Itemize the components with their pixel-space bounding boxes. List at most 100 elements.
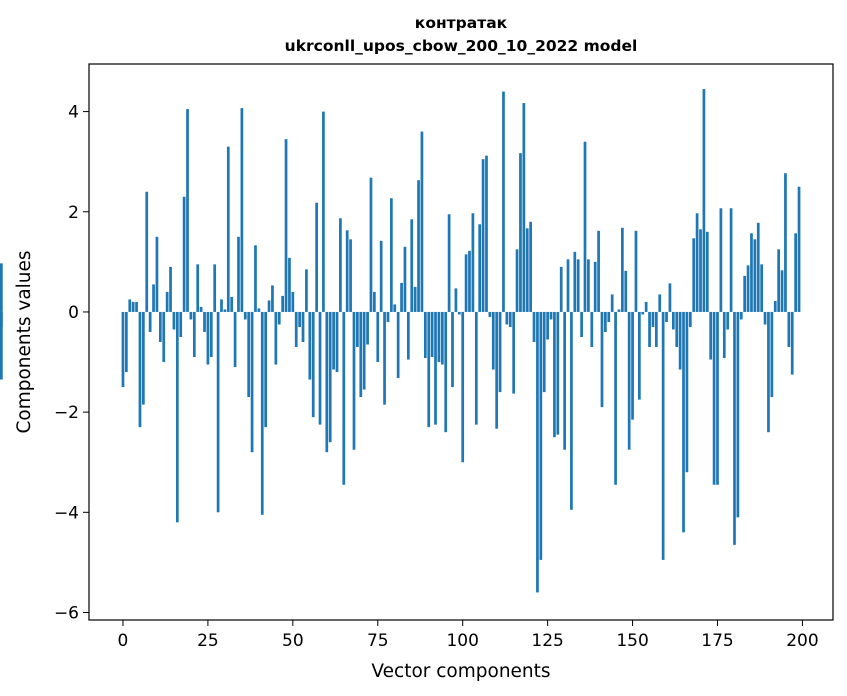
bar [396,311,400,379]
bar [712,311,716,485]
bar [413,286,417,312]
bar [658,294,662,312]
bar [230,296,234,312]
bar [288,257,291,312]
bar [767,311,770,433]
bar [189,311,193,320]
bar [315,202,318,312]
bar [158,311,162,342]
x-tick-label: 175 [701,631,733,651]
bar [383,311,386,405]
bar [671,311,675,330]
bar [505,311,509,325]
bar [209,311,213,358]
x-axis-ticks: 0 25 50 75 100 125 150 175 200 [118,620,819,651]
bar [284,139,288,312]
bar [247,311,251,398]
bar [773,300,777,312]
bar [682,311,685,533]
bar [474,311,478,425]
bar [675,311,679,348]
bar [233,311,237,368]
bar [165,291,169,312]
bar [722,311,726,359]
bar [379,240,383,312]
bar [529,221,532,312]
bar [216,311,220,513]
bar [237,236,240,312]
bar [311,311,315,418]
bar [186,109,189,312]
bar [152,284,155,312]
bar [192,311,196,358]
plot-frame [88,63,834,621]
bar [423,311,427,359]
bar [542,311,546,393]
bar [369,177,373,312]
bar [627,311,631,450]
bar [339,218,342,312]
bar [573,251,577,312]
bar [0,311,3,327]
bar [753,239,757,312]
bar [468,250,471,312]
bar [420,131,424,312]
bar [376,311,380,363]
bar [220,299,223,312]
x-tick-label: 75 [367,631,389,651]
bar [515,249,519,312]
bar [770,311,774,398]
bar [525,228,529,312]
bar [447,214,451,312]
bar [267,300,271,312]
bar [223,309,227,312]
bar [570,311,573,510]
bar [454,288,458,312]
bar [291,291,295,312]
y-axis-label: Components values [14,250,35,433]
bar [566,259,570,312]
bar [403,246,407,312]
bar [434,311,437,425]
bar [746,265,750,312]
bar [763,311,767,325]
bar [260,311,264,515]
bar [688,311,692,327]
bar [328,311,332,443]
bar [352,311,356,450]
bar [797,186,801,312]
bar [719,208,723,312]
bar [121,311,125,388]
bar [335,311,339,373]
bar [756,222,760,312]
bar [604,311,607,332]
bar [318,311,322,425]
bar [512,311,516,394]
x-tick-label: 0 [118,631,129,651]
bar [430,311,434,358]
bar [182,196,186,312]
bar [444,311,448,433]
bar [678,311,682,370]
bar [128,299,132,312]
bar [597,230,600,312]
y-tick-label: 4 [68,103,79,123]
bar [580,311,583,337]
bar [175,311,179,523]
bar [705,231,709,312]
bar [148,311,152,332]
bar-series [0,89,801,593]
bar [794,233,797,312]
bar [356,311,359,348]
bar [590,311,594,348]
bar [427,311,431,428]
bar [634,230,638,312]
bar [254,245,257,312]
bar [485,155,488,312]
bar [464,254,468,312]
x-tick-label: 100 [446,631,478,651]
bar [709,311,713,360]
bar [559,266,563,312]
bar [342,311,346,485]
bar [539,311,543,560]
